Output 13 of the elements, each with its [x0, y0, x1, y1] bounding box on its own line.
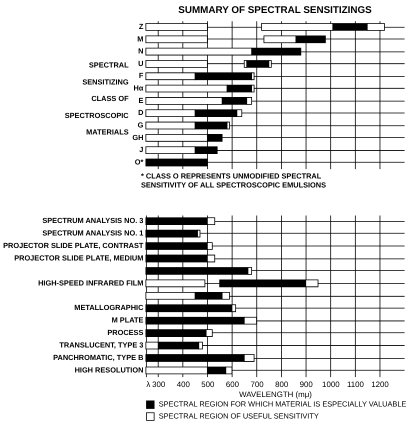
x-tick-label: 800 — [275, 380, 289, 389]
chart-title: SUMMARY OF SPECTRAL SENSITIZINGS — [178, 4, 372, 16]
x-tick-label: 600 — [226, 380, 240, 389]
x-tick-label: 700 — [250, 380, 264, 389]
x-axis-title: WAVELENGTH (mμ) — [239, 390, 312, 399]
x-tick-label: 300 — [152, 380, 166, 389]
x-tick-label: 400 — [176, 380, 190, 389]
x-tick-label: 1200 — [371, 380, 390, 389]
x-tick-label: 900 — [300, 380, 314, 389]
x-tick-label: λ — [146, 380, 150, 389]
x-tick-label: 500 — [201, 380, 216, 389]
x-tick-label: 1100 — [346, 380, 365, 389]
x-tick-label: 1000 — [322, 380, 340, 389]
